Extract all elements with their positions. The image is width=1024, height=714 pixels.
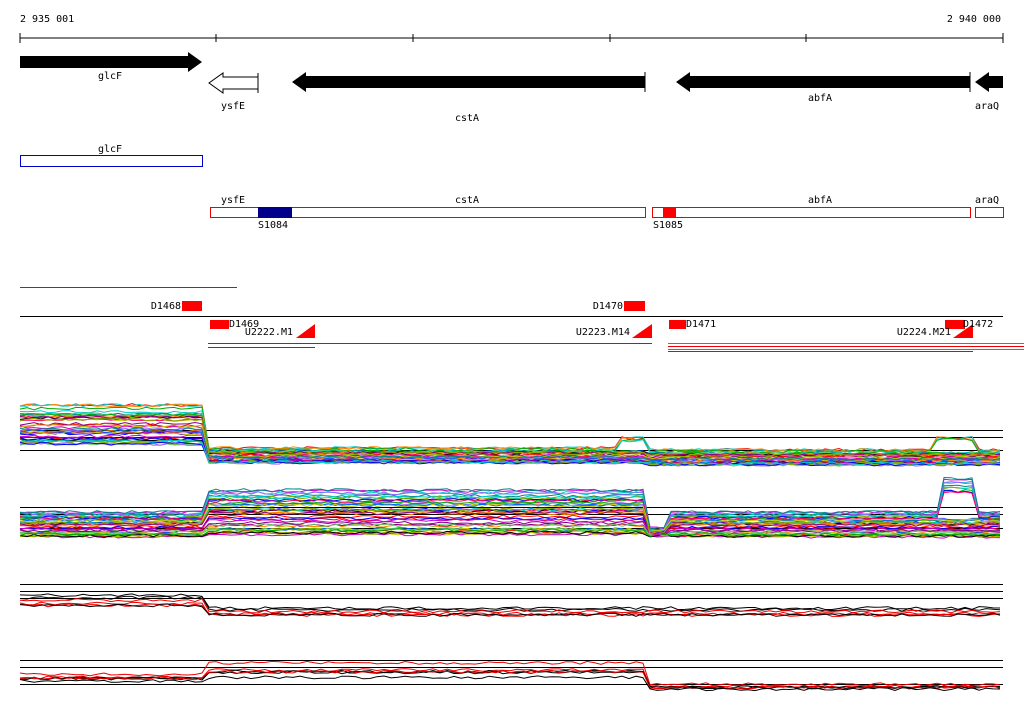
operon-box <box>20 155 203 167</box>
trace <box>19 511 1001 534</box>
trace <box>19 595 1001 612</box>
feature-label: D1470 <box>593 301 623 312</box>
feature-label: D1468 <box>151 301 181 312</box>
trace <box>19 484 1001 531</box>
gene-arrow <box>20 52 202 72</box>
transcript-label: cstA <box>455 195 479 206</box>
motif-mark <box>632 324 652 338</box>
ruler-ticks <box>19 33 1004 43</box>
gene-label: glcF <box>98 71 122 82</box>
trace <box>19 491 1001 532</box>
feature-boxes <box>182 301 973 338</box>
trace <box>19 675 1001 692</box>
trace <box>19 603 1001 617</box>
feature-label: D1471 <box>686 319 716 330</box>
trace <box>19 522 1001 536</box>
feature-box <box>182 301 202 311</box>
site-label: S1084 <box>258 220 288 231</box>
trace <box>19 507 1001 534</box>
transcript-box <box>210 207 646 218</box>
site-label: S1085 <box>653 220 683 231</box>
gene-arrow <box>292 72 645 92</box>
trace <box>19 518 1001 536</box>
gene-label: araQ <box>975 101 999 112</box>
gene-arrow <box>676 72 970 92</box>
trace <box>19 503 1001 532</box>
feature-box <box>624 301 645 311</box>
transcript-label: ysfE <box>221 195 245 206</box>
motif-mark <box>953 324 973 338</box>
transcript-box <box>975 207 1004 218</box>
gene-label: ysfE <box>221 101 245 112</box>
motif-label: U2223.M14 <box>576 327 630 338</box>
trace <box>19 417 1001 458</box>
site-box <box>663 207 676 218</box>
ruler-start: 2 935 001 <box>20 14 74 25</box>
trace <box>19 601 1001 616</box>
operon-label: glcF <box>98 144 122 155</box>
feature-box <box>669 320 686 329</box>
trace <box>19 486 1001 531</box>
transcript-label: abfA <box>808 195 832 206</box>
trace <box>19 434 1001 464</box>
trace <box>19 403 1001 453</box>
ruler-end: 2 940 000 <box>947 14 1001 25</box>
gene-label: abfA <box>808 93 832 104</box>
trace <box>19 439 1001 466</box>
trace <box>19 424 1001 460</box>
motif-label: U2222.M1 <box>245 327 293 338</box>
feature-box <box>945 320 965 329</box>
transcript-label: araQ <box>975 195 999 206</box>
motif-mark <box>296 324 315 338</box>
trace <box>19 660 1001 687</box>
expression-traces <box>19 403 1003 692</box>
trace <box>19 669 1001 690</box>
trace <box>19 598 1001 614</box>
gene-arrow <box>975 72 1003 92</box>
feature-label: D1472 <box>963 319 993 330</box>
trace <box>19 427 1001 461</box>
gene-arrow <box>208 72 259 94</box>
trace <box>19 528 1001 537</box>
site-box <box>258 207 292 218</box>
trace <box>19 476 1001 530</box>
trace <box>19 593 1001 611</box>
feature-box <box>210 320 229 329</box>
trace <box>19 481 1001 531</box>
transcript-box <box>652 207 971 218</box>
gene-label: cstA <box>455 113 479 124</box>
feature-label: D1469 <box>229 319 259 330</box>
trace <box>19 410 1001 455</box>
motif-label: U2224.M21 <box>897 327 951 338</box>
